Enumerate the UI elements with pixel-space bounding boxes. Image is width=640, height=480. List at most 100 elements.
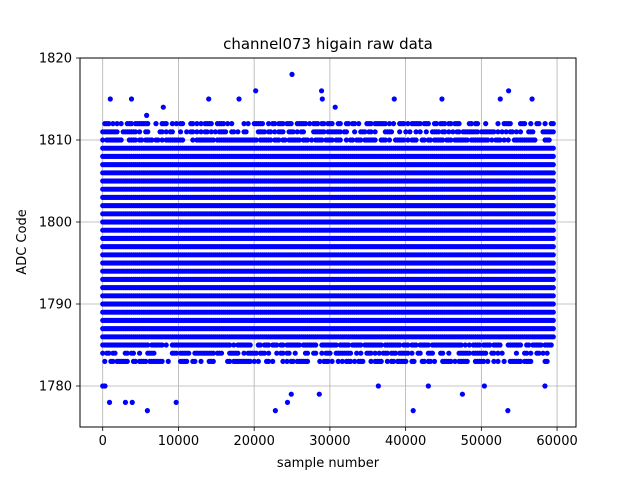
- data-point: [274, 350, 280, 356]
- data-point: [397, 342, 403, 348]
- data-point: [403, 358, 409, 364]
- data-point: [130, 350, 137, 356]
- data-point: [280, 350, 286, 356]
- data-point: [235, 350, 241, 356]
- data-point: [143, 358, 149, 364]
- data-point: [358, 350, 364, 356]
- data-point: [458, 342, 464, 348]
- data-point: [448, 358, 454, 364]
- data-point: [255, 358, 261, 364]
- data-point: [409, 350, 415, 356]
- data-point: [210, 350, 216, 356]
- data-point: [192, 358, 198, 364]
- data-point: [327, 350, 333, 356]
- data-point: [159, 342, 165, 348]
- data-point: [495, 350, 501, 356]
- data-point: [280, 342, 286, 348]
- data-point: [218, 350, 225, 356]
- data-point: [210, 358, 216, 364]
- data-point: [550, 285, 556, 291]
- data-point: [491, 350, 497, 356]
- data-point: [184, 358, 190, 364]
- data-point: [425, 342, 431, 348]
- data-point: [431, 358, 438, 364]
- data-point: [251, 358, 257, 364]
- data-point: [347, 350, 354, 356]
- data-point: [352, 358, 358, 364]
- data-point: [266, 358, 272, 364]
- data-point: [485, 358, 491, 364]
- data-point: [550, 301, 556, 307]
- data-point: [347, 358, 354, 364]
- data-point: [329, 358, 335, 364]
- data-point: [421, 358, 427, 364]
- data-point: [476, 342, 483, 348]
- data-point: [102, 358, 108, 364]
- data-point: [464, 358, 470, 364]
- data-point: [550, 252, 556, 258]
- data-point: [280, 358, 286, 364]
- data-point: [286, 350, 292, 356]
- data-point: [376, 350, 382, 356]
- data-point: [384, 358, 390, 364]
- data-point: [290, 358, 296, 364]
- data-point: [550, 276, 556, 282]
- data-point: [550, 244, 556, 250]
- data-point: [483, 350, 489, 356]
- data-point: [405, 350, 411, 356]
- data-point: [466, 350, 472, 356]
- data-point: [499, 350, 505, 356]
- data-point: [487, 342, 493, 348]
- data-point: [495, 358, 501, 364]
- data-point: [550, 293, 556, 299]
- data-point: [247, 342, 253, 348]
- data-point: [550, 268, 556, 274]
- data-point: [384, 350, 390, 356]
- data-point: [231, 342, 237, 348]
- data-point: [266, 350, 272, 356]
- data-point: [198, 358, 204, 364]
- data-point: [106, 350, 112, 356]
- data-point: [165, 358, 171, 364]
- data-point: [132, 358, 139, 364]
- data-point: [550, 178, 556, 184]
- data-point: [378, 342, 384, 348]
- data-point: [333, 342, 339, 348]
- data-point: [124, 358, 130, 364]
- data-point: [163, 342, 169, 348]
- data-point: [550, 203, 556, 209]
- data-point: [462, 342, 468, 348]
- data-point: [427, 358, 434, 364]
- data-point: [440, 350, 446, 356]
- data-point: [544, 350, 550, 356]
- data-point: [405, 342, 411, 348]
- data-point: [528, 358, 534, 364]
- data-point: [524, 350, 530, 356]
- chart-title: channel073 higain raw data: [223, 35, 433, 53]
- data-points: [100, 71, 556, 414]
- data-point: [544, 358, 550, 364]
- data-point: [284, 358, 290, 364]
- data-point: [517, 358, 524, 364]
- data-point: [241, 350, 247, 356]
- data-point: [339, 358, 345, 364]
- data-point: [112, 350, 118, 356]
- data-point: [526, 342, 532, 348]
- data-point: [550, 334, 556, 340]
- data-point: [413, 342, 419, 348]
- data-point: [358, 342, 364, 348]
- data-point: [173, 350, 180, 356]
- data-point: [550, 260, 556, 266]
- data-point: [270, 358, 276, 364]
- data-point: [466, 342, 472, 348]
- data-point: [319, 350, 325, 356]
- data-point: [261, 350, 268, 356]
- data-point: [550, 186, 556, 192]
- data-point: [110, 358, 116, 364]
- data-point: [372, 350, 378, 356]
- data-point: [491, 358, 497, 364]
- data-point: [253, 350, 259, 356]
- data-point: [550, 235, 556, 241]
- data-point: [354, 350, 360, 356]
- data-point: [313, 342, 319, 348]
